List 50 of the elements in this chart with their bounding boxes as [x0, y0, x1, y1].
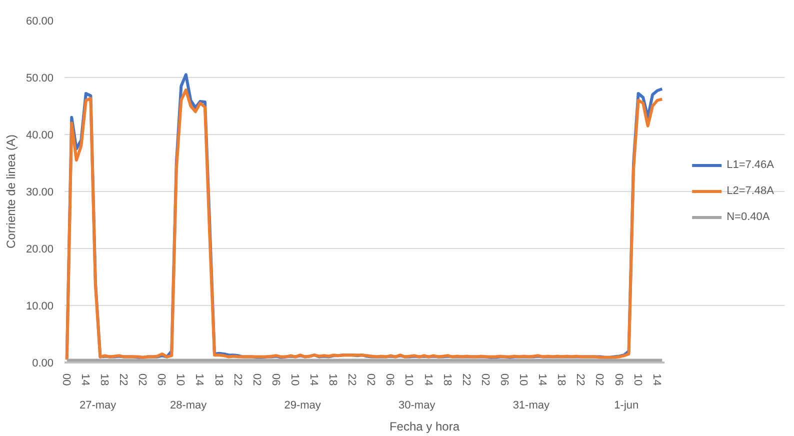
x-tick-label: 02: [136, 374, 148, 386]
y-tick-label: 30.00: [26, 186, 54, 198]
x-tick-label: 18: [326, 374, 339, 386]
x-tick-label: 10: [288, 374, 300, 386]
y-tick-label: 10.00: [26, 300, 54, 312]
x-tick-label: 02: [364, 374, 377, 386]
legend-label: L2=7.48A: [726, 185, 774, 197]
x-tick-label: 14: [536, 374, 548, 386]
x-tick-label: 06: [269, 374, 282, 386]
text: 1-jun: [614, 400, 639, 412]
y-tick-label: 20.00: [26, 244, 54, 256]
x-tick-label: 14: [422, 374, 434, 386]
text: 28-may: [170, 400, 208, 412]
x-tick-label: 22: [231, 374, 244, 386]
x-tick-label: 06: [612, 374, 624, 386]
y-tick-label: 40.00: [26, 130, 54, 142]
text: 31-may: [512, 400, 550, 412]
x-tick-label: 02: [593, 374, 606, 386]
x-tick-label: 10: [402, 374, 415, 386]
x-tick-label: 22: [574, 374, 586, 386]
x-tick-label: 06: [155, 374, 168, 386]
x-tick-label: 14: [193, 374, 206, 386]
x-tick-label: 06: [384, 374, 396, 386]
x-tick-label: 02: [478, 374, 491, 386]
text: 29-may: [284, 400, 322, 412]
x-tick-label: 14: [650, 374, 662, 386]
x-axis-title: Fecha y hora: [389, 420, 460, 434]
y-axis-title: Corriente de linea (A): [4, 134, 18, 249]
x-tick-label: 18: [212, 374, 224, 386]
x-tick-label: 14: [78, 374, 91, 386]
x-tick-label: 22: [460, 374, 472, 386]
y-tick-label: 60.00: [26, 16, 54, 28]
y-tick-label: 0.00: [32, 358, 54, 370]
x-tick-label: 18: [440, 374, 453, 386]
x-tick-label: 18: [555, 374, 568, 386]
legend-label: N=0.40A: [726, 211, 770, 223]
x-tick-label: 22: [346, 374, 358, 386]
text: 30-may: [398, 400, 436, 412]
x-tick-label: 22: [117, 374, 130, 386]
x-tick-label: 18: [98, 374, 110, 386]
x-tick-label: 02: [250, 374, 262, 386]
x-tick-label: 10: [631, 374, 644, 386]
legend-label: L1=7.46A: [726, 159, 774, 171]
text: 27-may: [79, 400, 117, 412]
x-tick-label: 06: [498, 374, 510, 386]
x-tick-label: 10: [517, 374, 530, 386]
x-tick-label: 00: [60, 374, 72, 386]
x-tick-label: 10: [174, 374, 186, 386]
y-tick-label: 50.00: [26, 72, 54, 84]
x-tick-label: 14: [308, 374, 320, 386]
